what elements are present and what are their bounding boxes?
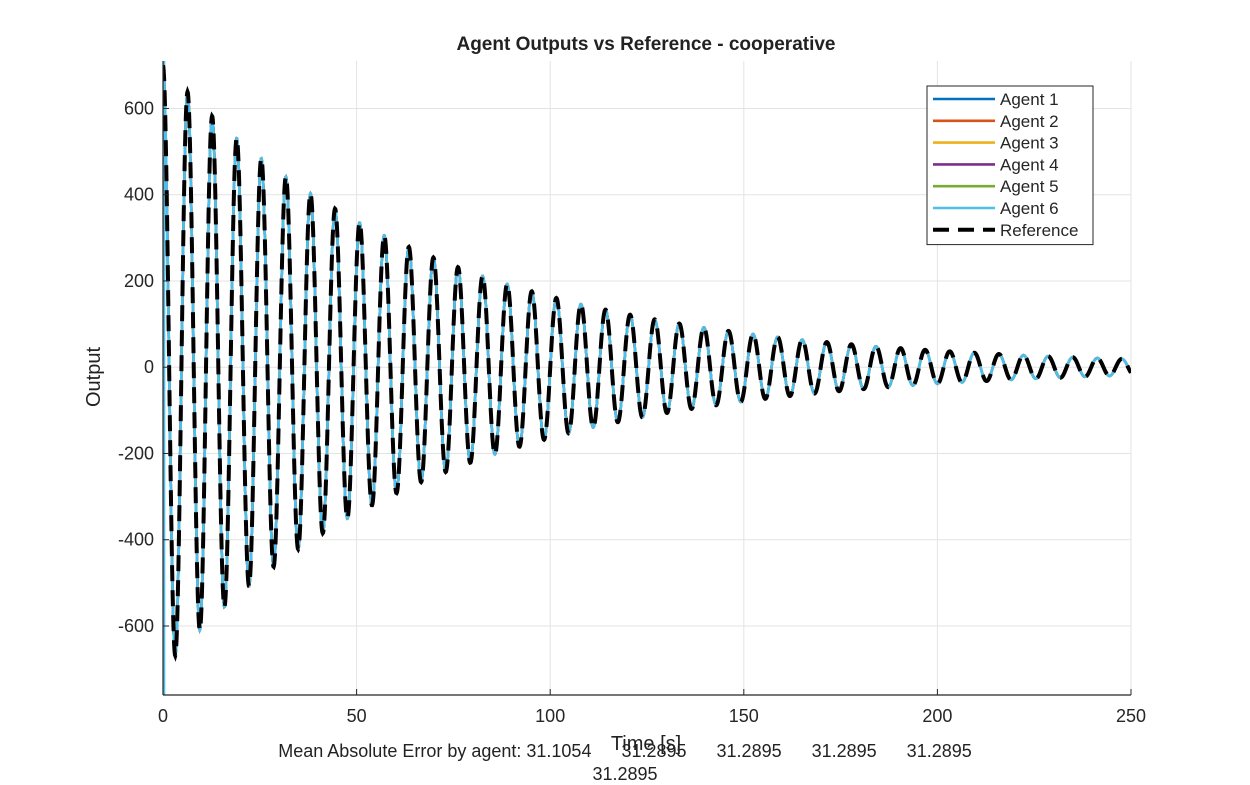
series-line-reference bbox=[163, 64, 1131, 662]
x-tick-label: 250 bbox=[1116, 706, 1146, 726]
legend-label: Agent 5 bbox=[1000, 177, 1059, 196]
x-tick-label: 200 bbox=[922, 706, 952, 726]
y-tick-label: -200 bbox=[118, 443, 154, 463]
x-tick-label: 100 bbox=[535, 706, 565, 726]
legend-entry: Agent 5 bbox=[933, 177, 1059, 196]
mae-footer-line2: 31.2895 bbox=[592, 764, 658, 784]
y-tick-label: 600 bbox=[124, 98, 154, 118]
y-tick-label: -400 bbox=[118, 530, 154, 550]
legend-label: Agent 4 bbox=[1000, 155, 1059, 174]
x-axis-label: Time [s] bbox=[611, 733, 681, 755]
legend-entry: Agent 1 bbox=[933, 90, 1059, 109]
legend-entry: Agent 6 bbox=[933, 199, 1059, 218]
y-tick-label: 0 bbox=[144, 357, 154, 377]
y-tick-label: 200 bbox=[124, 271, 154, 291]
legend-entry: Agent 4 bbox=[933, 155, 1059, 174]
tick-labels: 0 50 100 150 200 250 -600 -400 -200 0 200 400 600 bbox=[118, 98, 1146, 726]
mae-footer-line1: Mean Absolute Error by agent: 31.1054 31… bbox=[278, 741, 972, 761]
legend-entry: Agent 3 bbox=[933, 134, 1059, 153]
legend-label: Agent 3 bbox=[1000, 134, 1059, 153]
x-tick-label: 0 bbox=[158, 706, 168, 726]
plot-area bbox=[163, 61, 1131, 695]
y-tick-label: 400 bbox=[124, 185, 154, 205]
x-tick-label: 150 bbox=[729, 706, 759, 726]
legend: Agent 1 Agent 2 Agent 3 Agent 4 Agent 5 Agent… bbox=[926, 85, 1094, 246]
y-axis-label: Output bbox=[83, 347, 105, 407]
legend-entry: Agent 2 bbox=[933, 112, 1059, 131]
legend-entry: Reference bbox=[933, 221, 1078, 240]
legend-label: Reference bbox=[1000, 221, 1078, 240]
legend-label: Agent 6 bbox=[1000, 199, 1059, 218]
axes bbox=[162, 61, 1132, 696]
y-tick-label: -600 bbox=[118, 616, 154, 636]
legend-label: Agent 2 bbox=[1000, 112, 1059, 131]
x-tick-label: 50 bbox=[347, 706, 367, 726]
legend-label: Agent 1 bbox=[1000, 90, 1059, 109]
chart-title: Agent Outputs vs Reference - cooperative bbox=[456, 34, 835, 55]
